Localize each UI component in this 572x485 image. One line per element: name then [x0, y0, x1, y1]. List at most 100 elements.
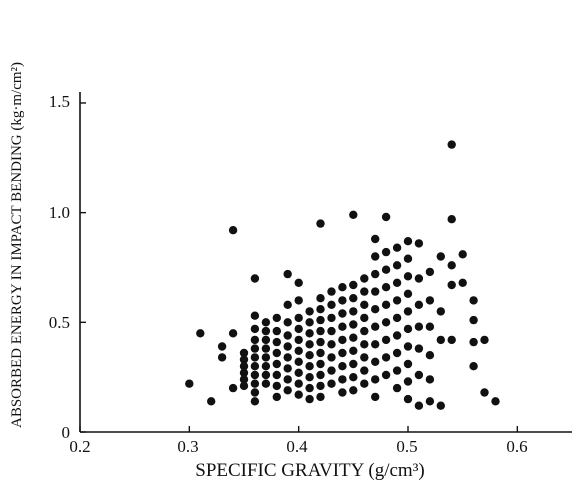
data-point	[381, 318, 391, 327]
data-point	[436, 307, 445, 316]
data-point	[371, 340, 380, 349]
x-tick-label: 0.5	[396, 437, 417, 456]
data-point	[305, 394, 314, 404]
data-point	[316, 219, 325, 228]
data-point	[349, 359, 358, 369]
data-point	[316, 315, 325, 325]
data-point	[392, 313, 402, 323]
data-point	[327, 313, 336, 323]
data-point	[403, 377, 413, 386]
y-tick-label: 0	[62, 423, 71, 442]
data-point	[349, 210, 358, 219]
data-point	[261, 379, 271, 388]
data-point	[371, 269, 380, 279]
data-point	[381, 335, 391, 345]
data-point	[392, 296, 402, 305]
data-point	[294, 379, 303, 388]
data-point	[272, 326, 281, 336]
data-point	[349, 386, 358, 395]
data-point	[272, 392, 281, 402]
data-point	[283, 331, 292, 340]
data-point	[239, 368, 249, 377]
data-point	[261, 362, 271, 371]
x-tick-label: 0.2	[69, 437, 90, 456]
data-point	[338, 335, 347, 345]
data-point	[294, 335, 303, 345]
data-point	[425, 375, 435, 384]
data-point	[425, 267, 435, 277]
data-point	[381, 300, 391, 309]
data-point	[360, 274, 369, 283]
data-point	[272, 370, 281, 380]
data-point	[305, 351, 314, 360]
data-point	[338, 362, 347, 371]
data-point	[283, 318, 292, 327]
data-point	[250, 397, 260, 406]
data-point	[283, 300, 292, 309]
data-point	[228, 329, 238, 338]
data-point	[294, 278, 303, 287]
data-point	[294, 346, 303, 355]
data-point	[283, 342, 292, 351]
data-point	[349, 294, 358, 303]
data-point	[316, 392, 325, 402]
data-point	[371, 305, 380, 314]
data-point	[338, 375, 347, 384]
data-points	[185, 140, 500, 410]
data-point	[250, 324, 260, 334]
data-point	[381, 370, 391, 380]
data-point	[250, 344, 260, 353]
data-point	[305, 329, 314, 338]
x-axis-title: SPECIFIC GRAVITY (g/cm³)	[195, 460, 424, 481]
data-point	[403, 254, 413, 263]
data-point	[283, 375, 292, 384]
data-point	[316, 326, 325, 336]
data-point	[371, 234, 380, 244]
x-tick-label: 0.4	[286, 437, 308, 456]
data-point	[294, 324, 303, 334]
data-point	[294, 390, 303, 399]
x-tick-label: 0.6	[506, 437, 527, 456]
data-point	[414, 274, 424, 283]
data-point	[196, 329, 205, 338]
data-point	[338, 388, 347, 397]
data-point	[239, 348, 249, 358]
data-point	[316, 294, 325, 303]
data-point	[272, 381, 281, 391]
data-point	[239, 381, 249, 391]
data-point	[261, 318, 271, 327]
data-point	[316, 359, 325, 369]
data-point	[491, 397, 500, 406]
data-point	[349, 333, 358, 342]
data-point	[338, 348, 347, 358]
data-point	[392, 278, 402, 287]
data-point	[447, 335, 456, 345]
data-point	[360, 353, 369, 362]
data-point	[360, 326, 369, 336]
data-point	[261, 335, 271, 345]
y-axis-title: ABSORBED ENERGY IN IMPACT BENDING (kg·m/…	[9, 62, 25, 428]
data-point	[392, 383, 402, 393]
data-point	[283, 386, 292, 395]
data-point	[294, 313, 303, 323]
data-point	[316, 370, 325, 380]
data-point	[250, 274, 260, 283]
data-point	[403, 237, 413, 246]
data-point	[403, 289, 413, 298]
data-point	[327, 340, 336, 349]
data-point	[403, 342, 413, 351]
data-point	[305, 307, 314, 316]
data-point	[381, 283, 391, 292]
data-point	[469, 315, 478, 325]
data-point	[403, 359, 413, 369]
data-point	[283, 269, 292, 279]
data-point	[349, 346, 358, 355]
data-point	[327, 326, 336, 336]
data-point	[294, 368, 303, 377]
data-point	[447, 261, 456, 270]
data-point	[283, 364, 292, 373]
data-point	[360, 300, 369, 309]
data-point	[447, 140, 456, 149]
data-point	[316, 337, 325, 347]
